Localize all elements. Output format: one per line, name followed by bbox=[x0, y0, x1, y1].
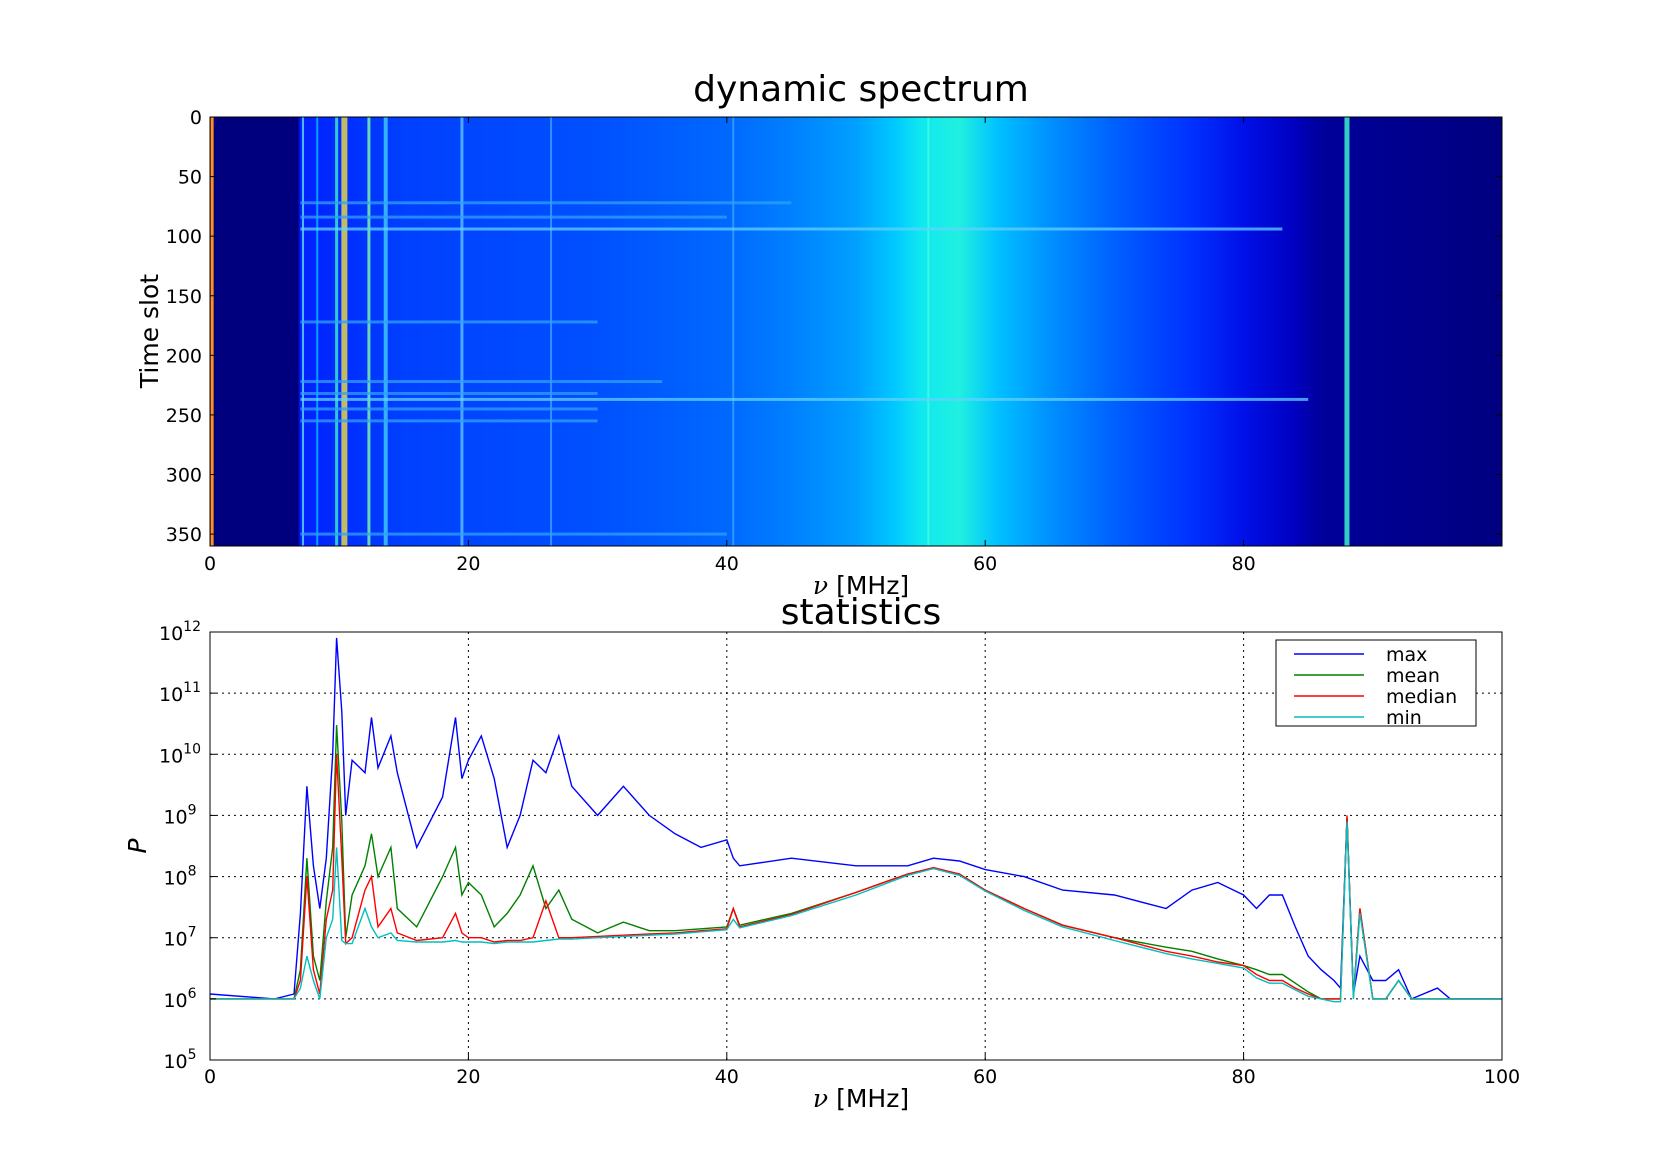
x-tick-label: 100 bbox=[1484, 1066, 1520, 1088]
y-tick-label: 105 bbox=[163, 1047, 196, 1073]
x-tick-label: 0 bbox=[204, 1066, 216, 1088]
y-tick-exponent: 8 bbox=[188, 864, 197, 880]
y-tick-exponent: 10 bbox=[183, 741, 201, 757]
legend-label-min: min bbox=[1386, 707, 1422, 729]
y-tick-exponent: 5 bbox=[188, 1047, 197, 1063]
y-tick-label: 1010 bbox=[159, 741, 201, 767]
y-tick-label: 107 bbox=[163, 925, 196, 951]
y-tick-label: 1012 bbox=[159, 619, 201, 645]
y-tick-label: 109 bbox=[163, 802, 196, 828]
statistics-frame bbox=[209, 631, 1503, 1061]
y-tick-label: 0 bbox=[190, 107, 202, 129]
heatmap-channel bbox=[302, 117, 305, 546]
statistics-xlabel: ν [MHz] bbox=[813, 1084, 909, 1113]
heatmap-channel bbox=[367, 117, 371, 546]
statistics-xlabel-unit: [MHz] bbox=[836, 1084, 909, 1113]
heatmap bbox=[210, 117, 1502, 546]
heatmap-channel bbox=[341, 117, 348, 546]
series-line-max bbox=[210, 637, 1502, 1000]
spectrum-title: dynamic spectrum bbox=[693, 69, 1029, 110]
statistics-ylabel: P bbox=[123, 838, 152, 854]
heatmap-channel bbox=[210, 117, 214, 546]
heatmap-channel bbox=[1344, 117, 1350, 546]
x-tick-label: 0 bbox=[204, 553, 216, 575]
spectrum-xlabel-unit: [MHz] bbox=[836, 571, 909, 600]
heatmap-burst bbox=[300, 215, 727, 219]
x-tick-label: 80 bbox=[1232, 1066, 1256, 1088]
y-tick-label: 300 bbox=[166, 465, 202, 487]
heatmap-burst bbox=[300, 397, 1309, 401]
x-tick-label: 60 bbox=[973, 1066, 997, 1088]
heatmap-burst bbox=[300, 419, 598, 423]
spectrum-xlabel: ν [MHz] bbox=[813, 571, 909, 600]
y-tick-label: 1011 bbox=[159, 680, 201, 706]
heatmap-burst bbox=[300, 532, 727, 536]
heatmap-frame bbox=[209, 116, 1503, 547]
heatmap-channel bbox=[316, 117, 319, 546]
heatmap-channel bbox=[383, 117, 388, 546]
heatmap-channel bbox=[460, 117, 464, 546]
y-tick-exponent: 7 bbox=[188, 925, 197, 941]
statistics-xlabel-symbol: ν bbox=[813, 1084, 828, 1113]
x-tick-label: 20 bbox=[456, 553, 480, 575]
y-tick-exponent: 12 bbox=[183, 619, 201, 635]
y-tick-label: 350 bbox=[166, 524, 202, 546]
series-line-min bbox=[210, 821, 1502, 1003]
x-tick-label: 60 bbox=[973, 553, 997, 575]
heatmap-burst bbox=[300, 407, 598, 411]
spectrum-ylabel: Time slot bbox=[135, 274, 164, 389]
y-tick-label: 108 bbox=[163, 864, 196, 890]
heatmap-burst bbox=[300, 320, 598, 324]
x-tick-label: 40 bbox=[715, 1066, 739, 1088]
y-tick-exponent: 11 bbox=[183, 680, 201, 696]
heatmap-burst bbox=[300, 380, 663, 384]
y-tick-label: 150 bbox=[166, 286, 202, 308]
statistics-panel: statistics 0 20 40 60 80 100 1051061071081091… bbox=[123, 592, 1520, 1113]
heatmap-burst bbox=[300, 227, 1283, 231]
heatmap-channel bbox=[550, 117, 553, 546]
y-tick-exponent: 9 bbox=[188, 802, 197, 818]
y-tick-exponent: 6 bbox=[188, 986, 197, 1002]
y-tick-label: 100 bbox=[166, 226, 202, 248]
heatmap-background bbox=[210, 117, 1502, 546]
heatmap-channel bbox=[732, 117, 735, 546]
series-line-median bbox=[210, 754, 1502, 1000]
x-tick-label: 80 bbox=[1232, 553, 1256, 575]
series-line-mean bbox=[210, 725, 1502, 1000]
heatmap-burst bbox=[300, 391, 598, 395]
spectrum-xlabel-symbol: ν bbox=[813, 571, 828, 600]
dynamic-spectrum-panel: dynamic spectrum 0 20 40 60 80 0 50 100 150 200 2… bbox=[135, 69, 1503, 600]
statistics-title: statistics bbox=[781, 592, 941, 633]
y-tick-label: 50 bbox=[178, 167, 202, 189]
heatmap-channel bbox=[927, 117, 930, 546]
heatmap-channel bbox=[335, 117, 339, 546]
legend-label-mean: mean bbox=[1386, 665, 1440, 687]
x-tick-label: 20 bbox=[456, 1066, 480, 1088]
legend-box bbox=[1275, 639, 1477, 727]
legend-label-max: max bbox=[1386, 644, 1427, 666]
legend-label-median: median bbox=[1386, 686, 1457, 708]
y-tick-label: 106 bbox=[163, 986, 196, 1012]
x-tick-label: 40 bbox=[715, 553, 739, 575]
heatmap-burst bbox=[300, 201, 792, 205]
y-tick-label: 200 bbox=[166, 345, 202, 367]
y-tick-label: 250 bbox=[166, 405, 202, 427]
